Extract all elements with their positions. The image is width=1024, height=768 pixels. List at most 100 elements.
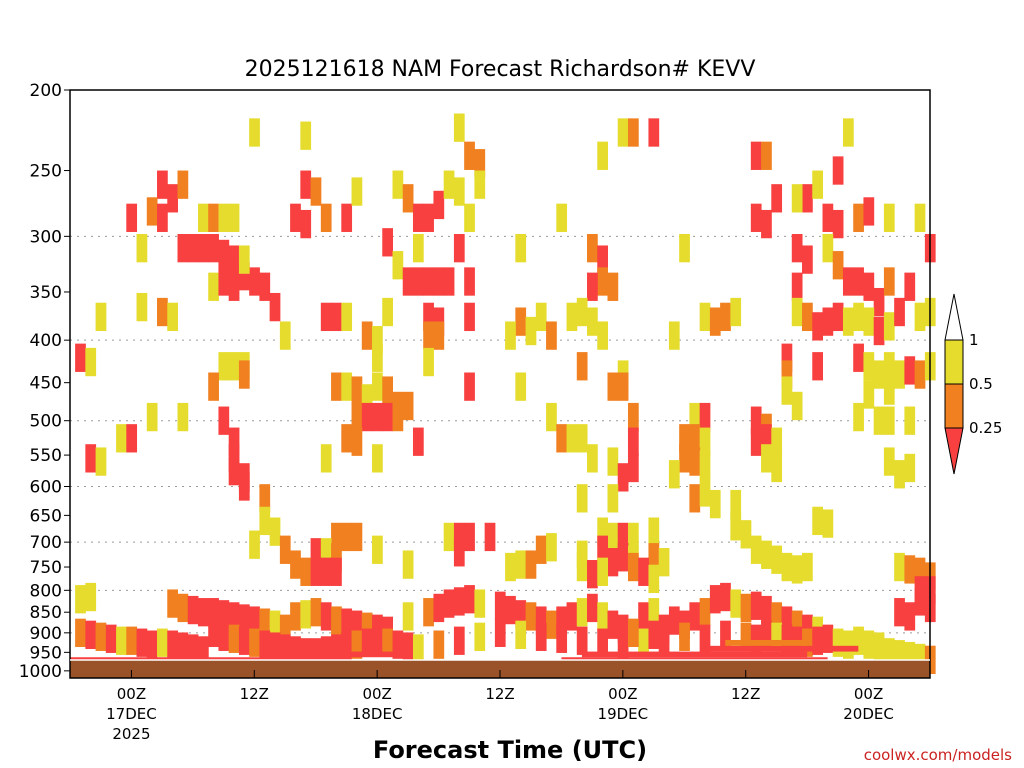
ri-cell (320, 302, 332, 332)
ri-cell (822, 509, 834, 538)
ri-cell (259, 506, 271, 536)
ri-cell (832, 156, 844, 185)
ri-cell (576, 352, 588, 381)
ri-cell (812, 352, 823, 381)
x-tick-label: 00Z (608, 685, 637, 703)
ri-cell (382, 628, 393, 657)
ri-cell (914, 643, 926, 673)
ri-cell (812, 312, 823, 341)
ri-cell (228, 245, 240, 274)
ri-cell (290, 602, 301, 631)
ri-cell (515, 600, 527, 629)
y-tick-label: 550 (30, 446, 62, 466)
colorbar-segment-0.25-0.5 (944, 383, 964, 429)
ri-cell (351, 522, 363, 552)
ri-cell (341, 203, 353, 232)
ri-cell (228, 272, 240, 301)
ri-cell (566, 302, 578, 332)
ri-cell (679, 234, 690, 263)
ri-cell (699, 478, 711, 507)
ri-cell (423, 321, 434, 350)
ri-cell (412, 267, 424, 296)
ri-cell (740, 520, 752, 549)
ri-cell (761, 620, 772, 649)
ri-cell (351, 376, 363, 405)
ri-cell (361, 384, 373, 413)
ri-cell (290, 636, 301, 665)
ri-cell (279, 614, 291, 643)
ri-cell (597, 602, 608, 631)
ri-cell (587, 307, 598, 336)
ri-cell (136, 292, 148, 322)
ri-cell (372, 535, 383, 564)
colorbar-label: 0.25 (969, 419, 1002, 437)
ri-cell (525, 602, 537, 631)
ri-cell (720, 582, 731, 612)
ri-cell (699, 302, 711, 332)
ri-cell (638, 628, 649, 657)
x-axis-label: Forecast Time (UTC) (373, 736, 647, 764)
ri-cell (382, 297, 393, 327)
ri-band (581, 651, 808, 658)
ri-cell (607, 548, 619, 577)
ri-cell (157, 203, 168, 232)
ri-cell (679, 424, 690, 453)
ri-cell (331, 634, 342, 663)
ri-cell (525, 550, 537, 579)
ri-cell (699, 427, 711, 456)
ri-cell (914, 557, 926, 586)
y-tick-label: 250 (30, 162, 62, 182)
ri-cell (515, 620, 527, 649)
ri-cell (320, 636, 332, 665)
ri-cell (525, 316, 537, 346)
ri-cell (259, 484, 271, 513)
ri-cell (709, 489, 721, 519)
ri-cell (535, 606, 547, 635)
ri-cell (126, 626, 138, 655)
ri-cell (740, 622, 752, 651)
ri-cell (310, 598, 322, 627)
ri-cell (279, 634, 291, 663)
ri-cell (853, 267, 864, 296)
ri-cell (218, 352, 230, 381)
ri-cell (85, 582, 97, 612)
ri-cell (791, 555, 803, 584)
ri-cell (627, 618, 639, 647)
ri-cell (822, 624, 834, 653)
ri-cell (484, 522, 496, 552)
ri-cell (167, 630, 178, 659)
ri-cell (750, 591, 762, 620)
y-tick-label: 350 (30, 283, 62, 303)
ri-cell (883, 638, 895, 667)
ri-cell (208, 234, 219, 263)
x-tick-label: 20DEC (843, 705, 894, 723)
ri-cell (627, 522, 639, 552)
ri-cell (730, 297, 742, 327)
ri-cell (587, 272, 598, 301)
y-axis-ticks: 200 250 300 350 400 450 500 550 600 650 700 750 8008… (19, 81, 70, 682)
ri-cell (157, 297, 168, 327)
ri-cell (208, 372, 219, 401)
ri-cell (842, 267, 854, 296)
ri-cell (238, 472, 250, 501)
ri-cell (351, 630, 363, 659)
ri-cell (894, 360, 905, 389)
ri-cell (617, 614, 629, 643)
ri-cell (699, 624, 711, 653)
colorbar-segment-above-1 (944, 293, 964, 341)
ri-cell (126, 424, 138, 453)
ri-cell (689, 447, 701, 476)
ri-cell (146, 630, 158, 659)
ri-cell (505, 595, 516, 625)
ri-cell (576, 424, 588, 453)
y-tick-label: 450 (30, 374, 62, 394)
ri-cell (218, 239, 230, 269)
ri-cell (95, 622, 107, 651)
ri-cell (351, 177, 363, 206)
ri-cell (904, 602, 916, 631)
ri-cell (853, 203, 864, 232)
ri-cell (607, 610, 619, 639)
ri-cell (372, 626, 383, 655)
ri-cell (177, 170, 189, 199)
ri-cell (197, 598, 209, 627)
